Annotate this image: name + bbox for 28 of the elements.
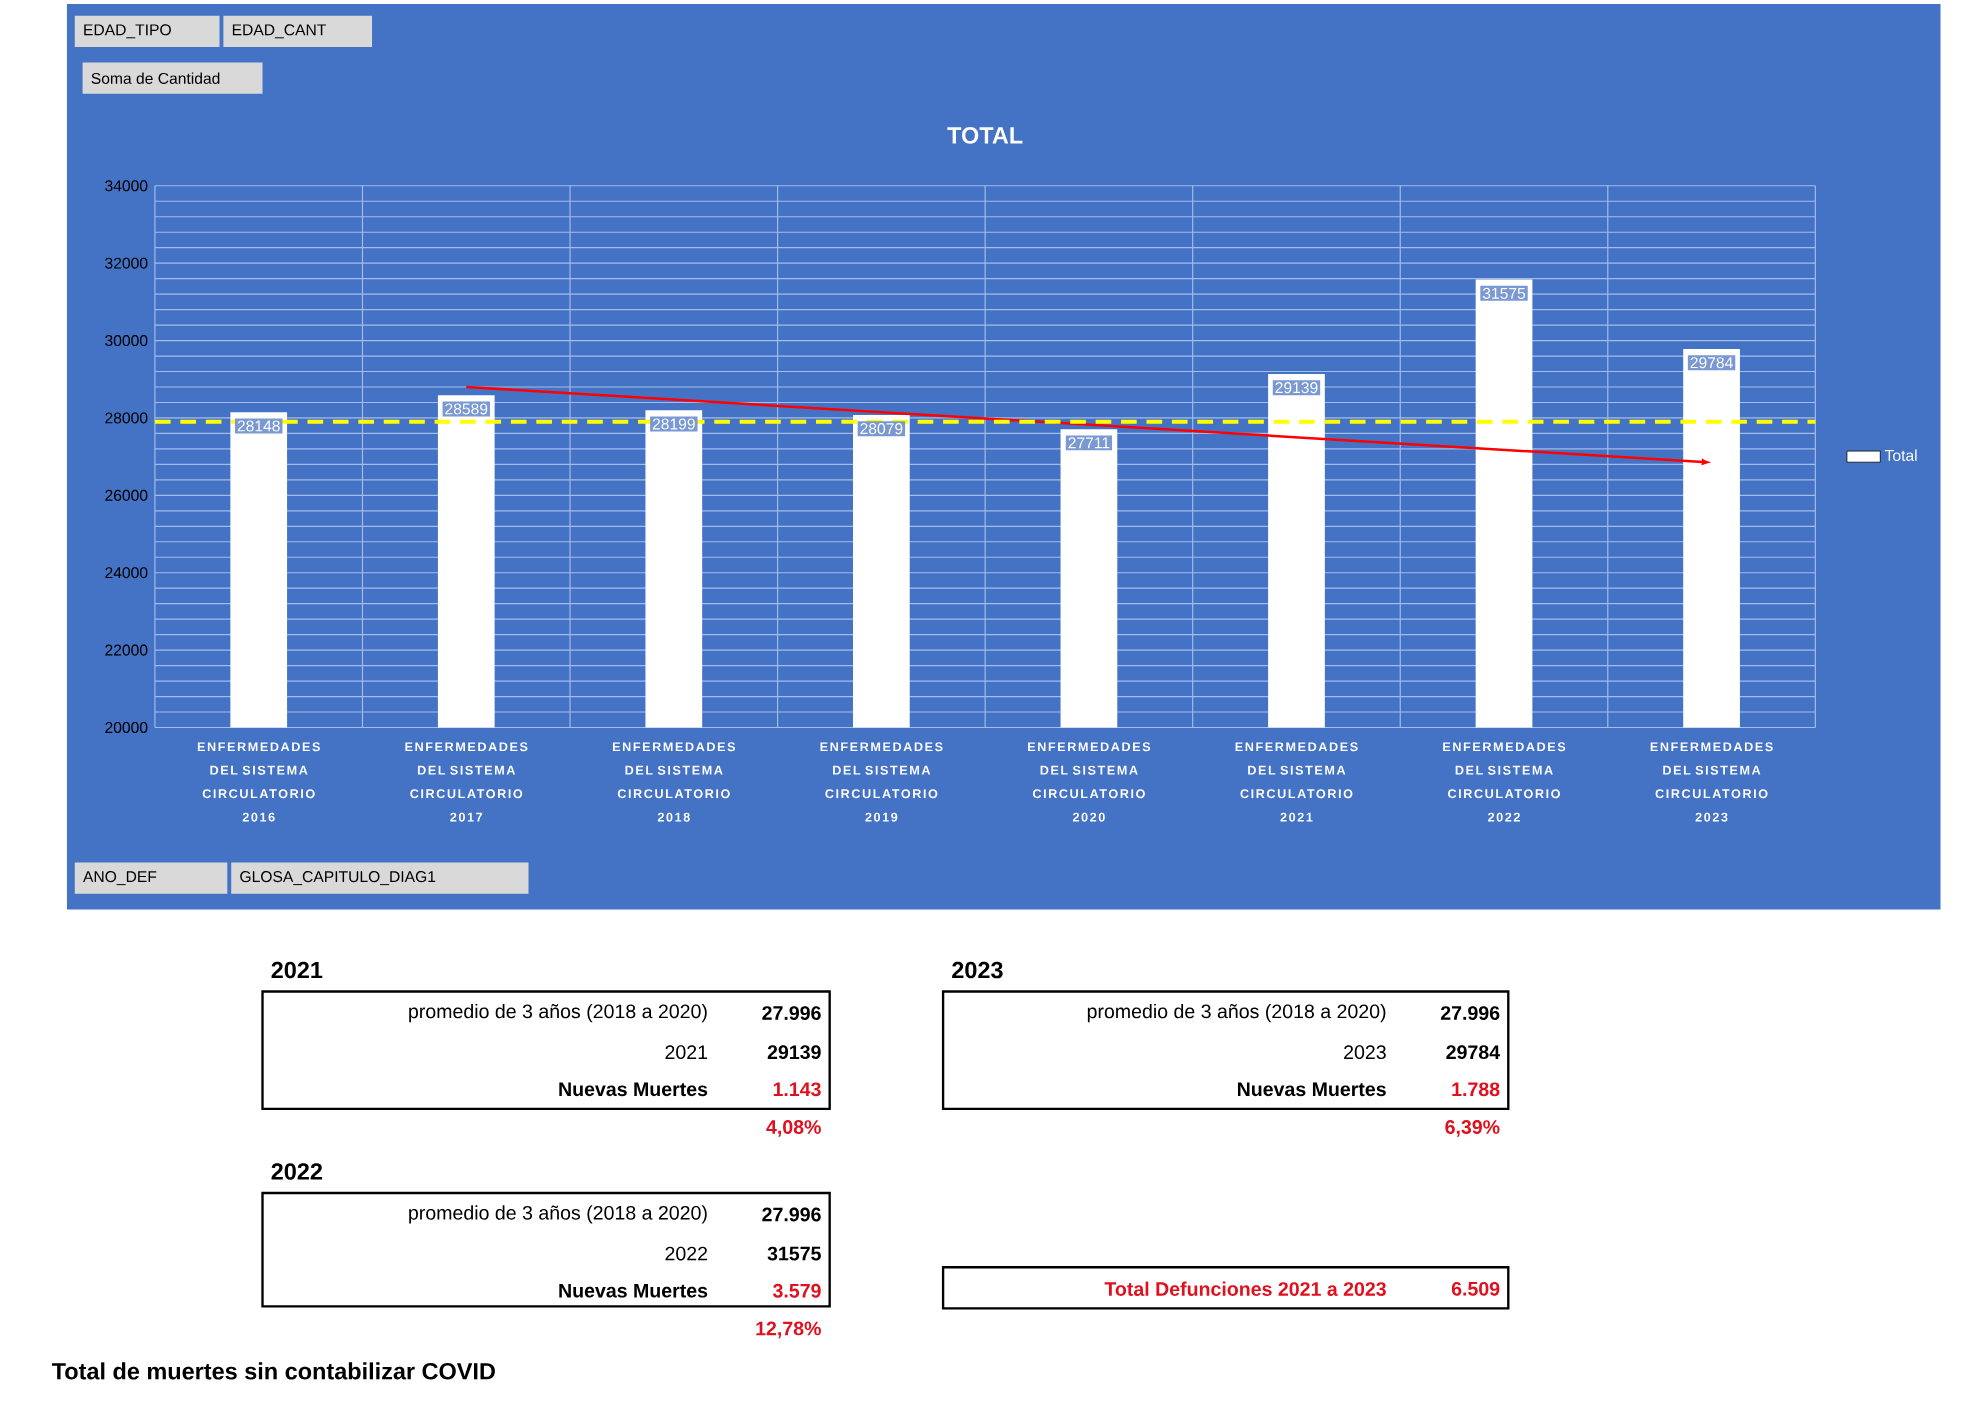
text: 29139 bbox=[767, 1045, 821, 1059]
text: Total Defunciones 2021 a 2023 bbox=[1104, 1281, 1386, 1296]
text: 2023 bbox=[1344, 1045, 1386, 1059]
text: Nuevas Muertes bbox=[1237, 1082, 1386, 1097]
text: 2023 bbox=[952, 961, 1003, 979]
chart-title: TOTAL bbox=[947, 126, 1023, 144]
text: promedio de 3 años (2018 a 2020) bbox=[409, 1205, 707, 1224]
text: 1.788 bbox=[1452, 1082, 1500, 1097]
text: promedio de 3 años (2018 a 2020) bbox=[409, 1003, 707, 1023]
text: promedio de 3 años (2018 a 2020) bbox=[1087, 1003, 1386, 1023]
text: 3.579 bbox=[772, 1283, 821, 1298]
text: 4,08% bbox=[766, 1120, 821, 1137]
text: 2022 bbox=[271, 1163, 322, 1180]
text: Nuevas Muertes bbox=[559, 1283, 708, 1298]
text: 27.996 bbox=[762, 1207, 821, 1222]
text: 1.143 bbox=[773, 1082, 821, 1097]
text: Nuevas Muertes bbox=[559, 1082, 708, 1097]
text: 27.996 bbox=[1440, 1006, 1500, 1020]
text: Total de muertes sin contabilizar COVID bbox=[51, 1362, 495, 1380]
text: 12,78% bbox=[756, 1321, 821, 1339]
text: 2021 bbox=[271, 961, 323, 979]
text: 6.509 bbox=[1451, 1281, 1500, 1296]
text: 6,39% bbox=[1445, 1120, 1500, 1137]
text: 2021 bbox=[665, 1045, 708, 1059]
text: 2022 bbox=[665, 1246, 708, 1261]
text: 27.996 bbox=[762, 1006, 821, 1020]
text: 31575 bbox=[767, 1246, 821, 1261]
text: 29784 bbox=[1446, 1045, 1500, 1059]
